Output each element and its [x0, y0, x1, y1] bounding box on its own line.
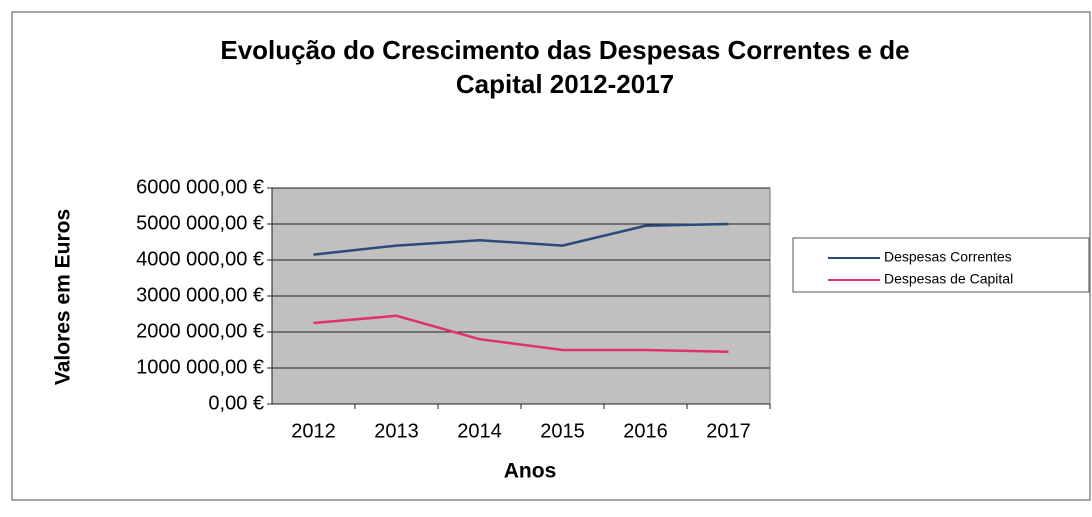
x-tick-label: 2013	[374, 420, 419, 442]
y-tick-label: 2000 000,00 €	[136, 320, 264, 342]
x-tick-label: 2016	[623, 420, 668, 442]
legend-label: Despesas Correntes	[884, 249, 1012, 265]
y-tick-label: 6000 000,00 €	[136, 176, 264, 198]
x-tick-label: 2014	[457, 420, 502, 442]
x-tick-label: 2012	[291, 420, 336, 442]
y-tick-label: 3000 000,00 €	[136, 284, 264, 306]
legend	[792, 237, 1090, 293]
series-line	[313, 314, 729, 354]
legend-label: Despesas de Capital	[884, 271, 1013, 287]
y-axis-title: Valores em Euros	[52, 209, 75, 385]
x-tick-label: 2017	[706, 420, 751, 442]
x-tick-label: 2015	[540, 420, 585, 442]
series-line	[313, 222, 729, 256]
y-tick-label: 1000 000,00 €	[136, 356, 264, 378]
y-tick-label: 4000 000,00 €	[136, 248, 264, 270]
x-axis-title: Anos	[504, 460, 557, 483]
y-tick-label: 0,00 €	[208, 392, 264, 414]
y-tick-label: 5000 000,00 €	[136, 212, 264, 234]
chart-title: Evolução do Crescimento das Despesas Cor…	[220, 35, 909, 65]
chart-title: Capital 2012-2017	[456, 69, 674, 99]
